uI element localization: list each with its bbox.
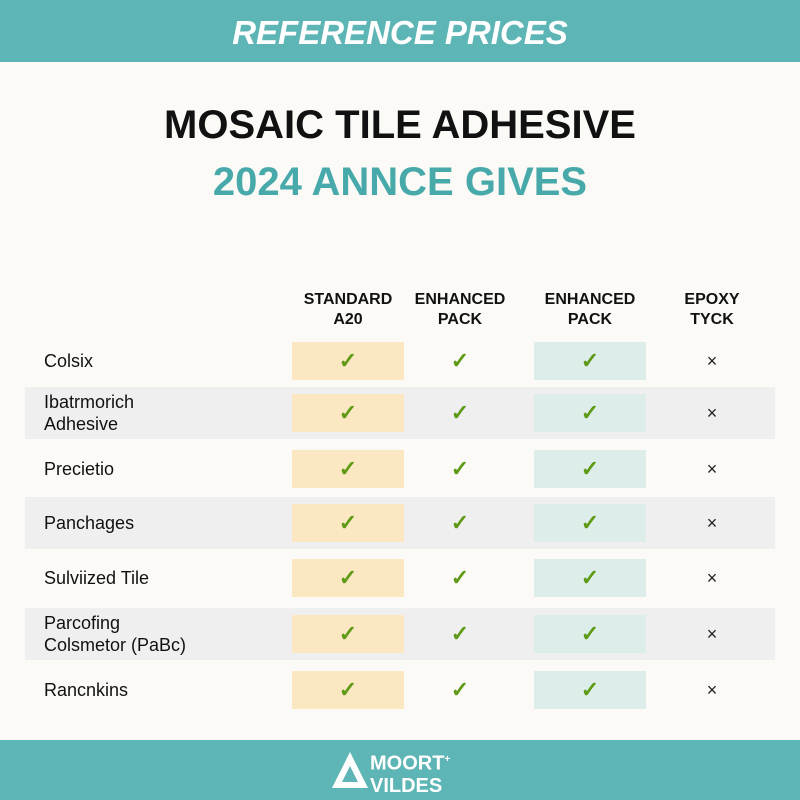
title: MOSAIC TILE ADHESIVE <box>164 103 636 147</box>
cell-highlight <box>292 615 404 653</box>
cell-mark: × <box>706 351 718 371</box>
cell-mark: ✓ <box>580 677 600 702</box>
row-label: Precietio <box>44 459 115 479</box>
cell-mark: × <box>706 680 718 700</box>
cell-highlight <box>534 615 646 653</box>
column-header: ENHANCED <box>544 291 636 308</box>
cell-highlight <box>292 450 404 488</box>
cell-mark: ✓ <box>450 400 470 425</box>
cell-mark: ✓ <box>450 348 470 373</box>
column-header: PACK <box>567 311 613 328</box>
banner-text: REFERENCE PRICES <box>232 14 568 51</box>
row-label: Panchages <box>44 513 135 533</box>
cell-highlight <box>292 671 404 709</box>
logo-line: VILDES <box>370 774 443 797</box>
column-header: EPOXY <box>684 291 740 308</box>
cell-mark: ✓ <box>450 565 470 590</box>
cell-highlight <box>534 559 646 597</box>
cell-mark: ✓ <box>450 456 470 481</box>
cell-highlight <box>534 394 646 432</box>
cell-mark: ✓ <box>580 348 600 373</box>
cell-highlight <box>534 450 646 488</box>
cell-mark: ✓ <box>580 565 600 590</box>
column-header: A20 <box>333 311 363 328</box>
logo-mark: + <box>444 754 451 765</box>
footer-banner: MOORT+ VILDES <box>0 740 800 800</box>
cell-mark: ✓ <box>450 621 470 646</box>
column-header: PACK <box>437 311 483 328</box>
row-label: Ibatrmorich <box>44 392 135 412</box>
cell-highlight <box>534 671 646 709</box>
column-header: ENHANCED <box>414 291 506 308</box>
row-label: Colsmetor (PaBc) <box>44 635 187 655</box>
cell-mark: ✓ <box>338 565 358 590</box>
cell-mark: ✓ <box>338 677 358 702</box>
cell-mark: ✓ <box>450 677 470 702</box>
row-label: Sulviized Tile <box>44 568 150 588</box>
row-label: Adhesive <box>44 414 119 434</box>
top-banner: REFERENCE PRICES <box>0 0 800 62</box>
cell-mark: × <box>706 568 718 588</box>
logo-line: MOORT <box>370 752 445 775</box>
cell-mark: × <box>706 403 718 423</box>
cell-mark: ✓ <box>338 510 358 535</box>
cell-highlight <box>292 394 404 432</box>
cell-mark: ✓ <box>580 621 600 646</box>
logo-text: MOORT+ VILDES <box>370 749 450 797</box>
cell-highlight <box>534 504 646 542</box>
cell-mark: ✓ <box>450 510 470 535</box>
cell-mark: ✓ <box>338 456 358 481</box>
row-label: Colsix <box>44 351 94 371</box>
subtitle: 2024 ANNCE GIVES <box>212 160 588 204</box>
cell-highlight <box>292 504 404 542</box>
cell-highlight <box>292 342 404 380</box>
cell-mark: ✓ <box>580 400 600 425</box>
row-label: Rancnkins <box>44 680 129 700</box>
column-header: STANDARD <box>303 291 393 308</box>
cell-mark: ✓ <box>580 456 600 481</box>
cell-mark: ✓ <box>338 348 358 373</box>
cell-mark: × <box>706 459 718 479</box>
cell-mark: × <box>706 624 718 644</box>
cell-mark: ✓ <box>338 400 358 425</box>
cell-highlight <box>534 342 646 380</box>
logo-icon <box>332 752 368 788</box>
cell-mark: ✓ <box>580 510 600 535</box>
cell-highlight <box>292 559 404 597</box>
cell-mark: × <box>706 513 718 533</box>
row-label: Parcofing <box>44 613 121 633</box>
column-header: TYCK <box>690 311 734 328</box>
cell-mark: ✓ <box>338 621 358 646</box>
